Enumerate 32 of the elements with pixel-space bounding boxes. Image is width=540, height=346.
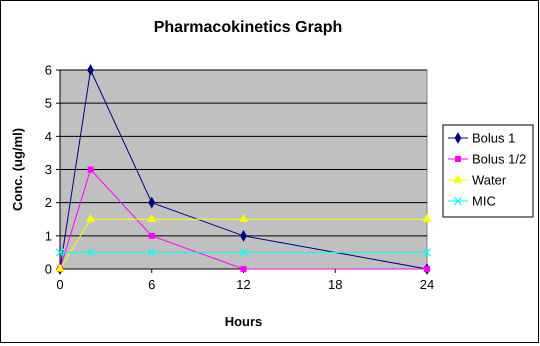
point <box>148 248 156 257</box>
legend-label: Bolus 1/2 <box>472 152 526 167</box>
x-tick-label: 12 <box>236 277 251 292</box>
y-tick-label: 0 <box>44 262 52 277</box>
y-tick-label: 4 <box>44 128 52 144</box>
point <box>56 248 64 257</box>
x-tick-label: 24 <box>420 277 434 292</box>
point <box>88 166 94 172</box>
point <box>422 248 432 257</box>
point <box>240 266 246 272</box>
legend-label: Bolus 1 <box>472 130 516 146</box>
y-tick-label: 5 <box>44 96 52 111</box>
y-tick-label: 1 <box>44 228 52 244</box>
point <box>55 264 65 272</box>
legend-label: MIC <box>472 194 496 209</box>
x-axis-title: Hours <box>224 314 262 329</box>
y-tick-label: 2 <box>44 195 52 210</box>
y-axis-title: Conc. (ug/ml) <box>10 128 25 212</box>
point <box>148 232 155 239</box>
x-tick-label: 6 <box>148 277 156 292</box>
legend-label: Water <box>472 172 507 188</box>
y-tick-label: 6 <box>44 62 52 78</box>
point <box>147 214 156 222</box>
chart-title: Pharmacokinetics Graph <box>154 19 342 36</box>
point <box>86 214 96 222</box>
point <box>422 214 432 222</box>
point <box>86 248 95 257</box>
point <box>239 248 248 257</box>
x-tick-label: 0 <box>56 277 64 292</box>
y-tick-label: 3 <box>44 162 52 178</box>
x-tick-label: 18 <box>328 277 342 292</box>
point <box>238 214 248 222</box>
